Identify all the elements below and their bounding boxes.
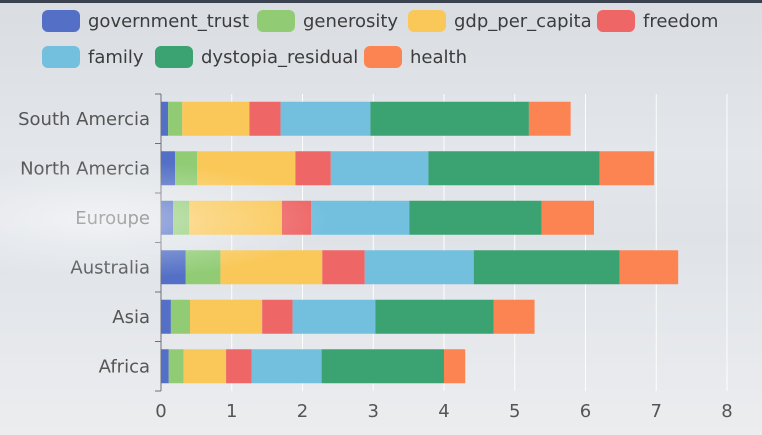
legend-label-health: health [410,47,467,68]
bar-australia-freedom[interactable] [322,250,365,285]
bar-row-africa [161,349,466,384]
bar-south-amercia-health[interactable] [528,101,571,136]
category-label-north-amercia: North Amercia [20,158,150,179]
bar-australia-government-trust[interactable] [161,250,186,285]
bar-euroupe-dystopia-residual[interactable] [409,200,542,235]
bar-asia-government-trust[interactable] [161,299,171,334]
bar-africa-family[interactable] [251,349,322,384]
bar-south-amercia-dystopia-residual[interactable] [370,101,529,136]
bar-africa-government-trust[interactable] [161,349,169,384]
legend-label-dystopia-residual: dystopia_residual [201,47,358,68]
bar-north-amercia-family[interactable] [330,151,429,186]
bar-africa-health[interactable] [444,349,466,384]
bar-australia-gdp-per-capita[interactable] [220,250,323,285]
x-tick-label-7: 7 [651,401,662,422]
bar-africa-gdp-per-capita[interactable] [183,349,227,384]
legend-item-freedom[interactable]: freedom [597,10,718,32]
bar-australia-health[interactable] [619,250,679,285]
legend-label-gdp-per-capita: gdp_per_capita [454,11,592,32]
axes: Africa Asia Australia Euroupe North Amercia S… [18,93,733,422]
bar-euroupe-gdp-per-capita[interactable] [189,200,282,235]
legend-label-freedom: freedom [643,11,718,32]
x-tick-label-6: 6 [580,401,591,422]
legend-swatch-generosity [257,10,295,32]
bar-euroupe-government-trust[interactable] [161,200,174,235]
bar-australia-generosity[interactable] [185,250,221,285]
bar-asia-health[interactable] [493,299,535,334]
bar-south-amercia-family[interactable] [280,101,371,136]
x-tick-label-4: 4 [438,401,449,422]
grid-lines [231,94,728,391]
bars [161,101,679,384]
bar-asia-dystopia-residual[interactable] [375,299,494,334]
x-tick-label-2: 2 [297,401,308,422]
legend-swatch-dystopia-residual [155,46,193,68]
legend[interactable]: government_trust generosity gdp_per_capita… [42,10,718,68]
bar-africa-dystopia-residual[interactable] [321,349,444,384]
category-label-africa: Africa [99,356,150,377]
bar-asia-family[interactable] [292,299,376,334]
category-label-south-amercia: South Amercia [18,109,150,130]
bar-row-north-amercia [161,151,655,186]
bar-asia-gdp-per-capita[interactable] [190,299,263,334]
bar-north-amercia-freedom[interactable] [295,151,331,186]
bar-south-amercia-gdp-per-capita[interactable] [182,101,250,136]
x-tick-label-5: 5 [509,401,520,422]
bar-asia-generosity[interactable] [170,299,191,334]
bar-south-amercia-freedom[interactable] [249,101,281,136]
category-label-euroupe: Euroupe [75,208,150,229]
x-tick-label-1: 1 [226,401,237,422]
x-tick-label-8: 8 [721,401,732,422]
legend-swatch-gdp-per-capita [408,10,446,32]
bar-north-amercia-gdp-per-capita[interactable] [197,151,296,186]
bar-australia-family[interactable] [364,250,474,285]
legend-item-dystopia-residual[interactable]: dystopia_residual [155,46,358,68]
legend-item-gdp-per-capita[interactable]: gdp_per_capita [408,10,592,32]
bar-north-amercia-generosity[interactable] [175,151,198,186]
bar-south-amercia-generosity[interactable] [168,101,183,136]
legend-label-family: family [88,47,144,68]
category-label-asia: Asia [112,307,150,328]
x-tick-label-3: 3 [368,401,379,422]
bar-euroupe-health[interactable] [541,200,594,235]
bar-africa-generosity[interactable] [168,349,184,384]
legend-item-generosity[interactable]: generosity [257,10,398,32]
legend-swatch-family [42,46,80,68]
bar-north-amercia-dystopia-residual[interactable] [428,151,600,186]
legend-label-generosity: generosity [303,11,398,32]
category-label-australia: Australia [70,257,150,278]
legend-swatch-government-trust [42,10,80,32]
legend-swatch-freedom [597,10,635,32]
legend-label-government-trust: government_trust [88,11,249,32]
legend-item-health[interactable]: health [364,46,467,68]
bar-euroupe-freedom[interactable] [281,200,311,235]
bar-asia-freedom[interactable] [262,299,293,334]
legend-item-family[interactable]: family [42,46,144,68]
bar-row-asia [161,299,535,334]
bar-north-amercia-government-trust[interactable] [161,151,176,186]
bar-row-australia [161,250,679,285]
bar-euroupe-generosity[interactable] [173,200,190,235]
x-tick-label-0: 0 [155,401,166,422]
bar-australia-dystopia-residual[interactable] [473,250,620,285]
legend-item-government-trust[interactable]: government_trust [42,10,249,32]
bar-africa-freedom[interactable] [226,349,252,384]
bar-row-euroupe [161,200,594,235]
bar-north-amercia-health[interactable] [599,151,655,186]
bar-row-south-amercia [161,101,571,136]
bar-south-amercia-government-trust[interactable] [161,101,169,136]
legend-swatch-health [364,46,402,68]
bar-euroupe-family[interactable] [310,200,410,235]
